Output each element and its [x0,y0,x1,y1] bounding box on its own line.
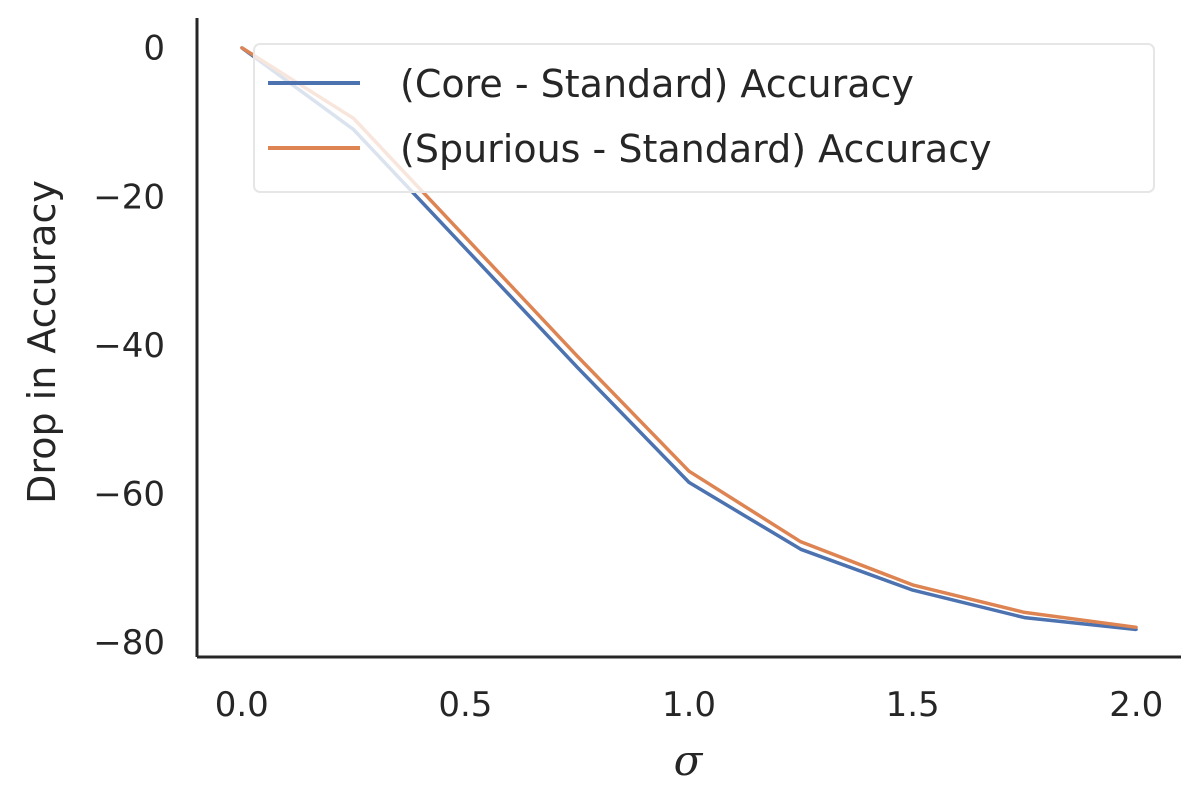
legend-box [253,43,1155,193]
data-point [463,235,467,239]
legend-label-spurious: (Spurious - Standard) Accuracy [400,127,992,171]
y-tick-label: −20 [93,177,165,217]
y-tick-label: −80 [93,623,165,663]
data-point [687,480,691,484]
y-tick-labels: 0 −20 −40 −60 −80 [93,29,165,663]
data-point [1023,616,1026,620]
data-point [240,46,244,50]
data-point [1023,610,1026,614]
data-point [575,354,579,358]
y-tick-label: −40 [93,326,165,366]
x-tick-label: 0.0 [215,685,269,725]
data-point [799,547,803,551]
data-point [1134,625,1138,629]
data-point [687,469,691,473]
data-point [575,365,579,369]
x-axis-title: σ [674,736,704,785]
x-tick-labels: 0.0 0.5 1.0 1.5 2.0 [215,685,1164,725]
x-tick-label: 1.0 [662,685,716,725]
y-tick-label: 0 [143,29,165,69]
x-tick-label: 0.5 [438,685,492,725]
data-point [799,540,803,544]
y-tick-label: −60 [93,475,165,515]
legend: (Core - Standard) Accuracy (Spurious - S… [253,43,1155,193]
data-point [463,246,467,250]
x-tick-label: 1.5 [886,685,940,725]
x-tick-label: 2.0 [1109,685,1163,725]
data-point [911,588,915,592]
data-point [911,583,915,587]
legend-label-core: (Core - Standard) Accuracy [400,62,914,106]
y-axis-title: Drop in Accuracy [20,180,64,504]
axes [195,18,1181,659]
